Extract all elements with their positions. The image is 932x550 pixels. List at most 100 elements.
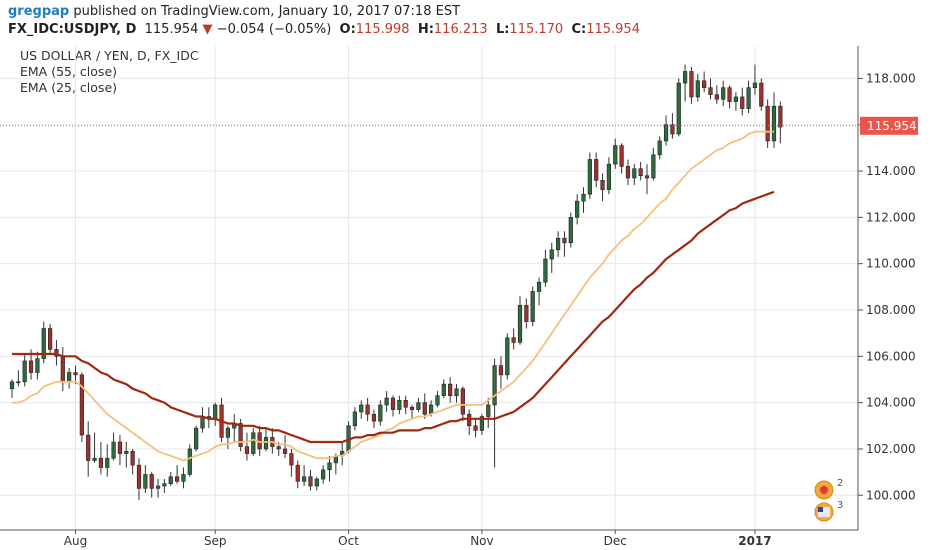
candle-down: [619, 145, 624, 167]
candle-up: [441, 383, 446, 396]
candle-up: [194, 427, 199, 450]
legend-ema25[interactable]: EMA (25, close): [20, 80, 118, 95]
candle-up: [746, 87, 751, 109]
candle-up: [771, 105, 777, 142]
low-label: L:: [495, 22, 510, 37]
candle-down: [130, 450, 135, 466]
candle-down: [238, 423, 243, 447]
candle-down: [524, 305, 529, 322]
y-tick-label: 118.000: [866, 71, 916, 85]
candle-down: [473, 425, 478, 431]
candle-down: [759, 82, 764, 107]
candle-up: [530, 291, 535, 322]
candle-up: [486, 404, 491, 417]
close-label: C:: [571, 22, 587, 37]
x-tick-label: Oct: [338, 534, 359, 548]
candle-down: [422, 402, 427, 415]
candle-down: [244, 446, 250, 454]
candle-down: [117, 441, 123, 454]
candle-down: [594, 159, 599, 181]
candle-up: [327, 462, 332, 471]
x-tick-label: Aug: [64, 534, 87, 548]
open-label: O:: [339, 22, 356, 37]
candle-up: [22, 360, 27, 383]
candle-up: [359, 404, 364, 413]
candle-down: [498, 365, 504, 376]
candle-down: [600, 180, 605, 190]
x-tick-label: Dec: [604, 534, 627, 548]
candle-up: [517, 305, 523, 343]
candle-down: [98, 457, 103, 468]
candle-up: [143, 474, 148, 489]
japan-flag-icon[interactable]: [820, 486, 828, 494]
candle-down: [371, 413, 377, 422]
candle-down: [727, 87, 732, 102]
candle-up: [181, 474, 186, 482]
candle-down: [175, 476, 180, 482]
candle-up: [301, 476, 307, 482]
candle-up: [632, 168, 637, 179]
y-tick-label: 100.000: [866, 488, 916, 502]
candle-down: [47, 328, 53, 350]
candle-up: [695, 80, 700, 98]
candle-up: [733, 96, 738, 102]
axes: 100.000 102.000 104.000 106.000 108.000 110.0…: [0, 46, 918, 548]
candle-up: [321, 469, 326, 480]
candle-down: [28, 360, 34, 373]
candle-up: [352, 411, 358, 427]
symbol-quote-line: FX_IDC:USDJPY, D 115.954 ▼ −0.054 (−0.05…: [8, 22, 640, 37]
ema55-line: [12, 190, 775, 444]
candle-down: [765, 105, 770, 142]
candle-up: [568, 217, 573, 244]
last-price-badge-label: 115.954: [867, 119, 917, 133]
y-tick-label: 114.000: [866, 164, 916, 178]
candle-down: [460, 388, 465, 415]
y-tick-label: 108.000: [866, 303, 916, 317]
candle-up: [543, 258, 548, 283]
candle-up: [162, 483, 167, 487]
candle-down: [511, 337, 516, 343]
candle-up: [378, 404, 383, 422]
candle-down: [714, 94, 719, 100]
candle-up: [251, 432, 256, 454]
candle-up: [682, 71, 688, 84]
y-tick-label: 112.000: [866, 210, 916, 224]
us-flag-icon[interactable]: [818, 507, 830, 517]
candle-down: [689, 71, 694, 98]
candle-down: [308, 476, 313, 487]
candle-down: [644, 175, 650, 179]
candle-down: [708, 87, 713, 95]
candle-up: [9, 381, 15, 390]
candle-up: [651, 154, 656, 179]
candle-down: [778, 105, 783, 128]
event-markers[interactable]: 2 3: [814, 478, 843, 522]
chart-header: gregpap published on TradingView.com, Ja…: [0, 0, 932, 46]
legend-ema55[interactable]: EMA (55, close): [20, 64, 118, 79]
author-username[interactable]: gregpap: [8, 4, 70, 19]
candle-up: [155, 485, 161, 489]
candle-down: [625, 166, 631, 179]
candle-down: [409, 406, 415, 410]
candle-up: [549, 249, 554, 260]
candle-down: [295, 464, 300, 482]
candle-up: [676, 82, 681, 135]
candle-up: [721, 87, 726, 100]
candle-down: [54, 349, 59, 357]
ema-lines: [12, 130, 775, 462]
candle-up: [314, 478, 319, 487]
x-tick-label: Nov: [470, 534, 493, 548]
candle-up: [263, 437, 269, 450]
candle-up: [111, 441, 116, 459]
candle-up: [213, 404, 218, 420]
chart-grid: [0, 46, 858, 530]
candle-down: [289, 453, 294, 466]
candles: [9, 64, 783, 500]
y-tick-label: 106.000: [866, 349, 916, 363]
candle-down: [276, 446, 281, 450]
last-price: 115.954: [144, 22, 199, 37]
publication-line: gregpap published on TradingView.com, Ja…: [8, 4, 460, 19]
candle-up: [606, 163, 611, 190]
candle-down: [448, 383, 453, 396]
legend-title: US DOLLAR / YEN, D, FX_IDC: [20, 48, 199, 63]
